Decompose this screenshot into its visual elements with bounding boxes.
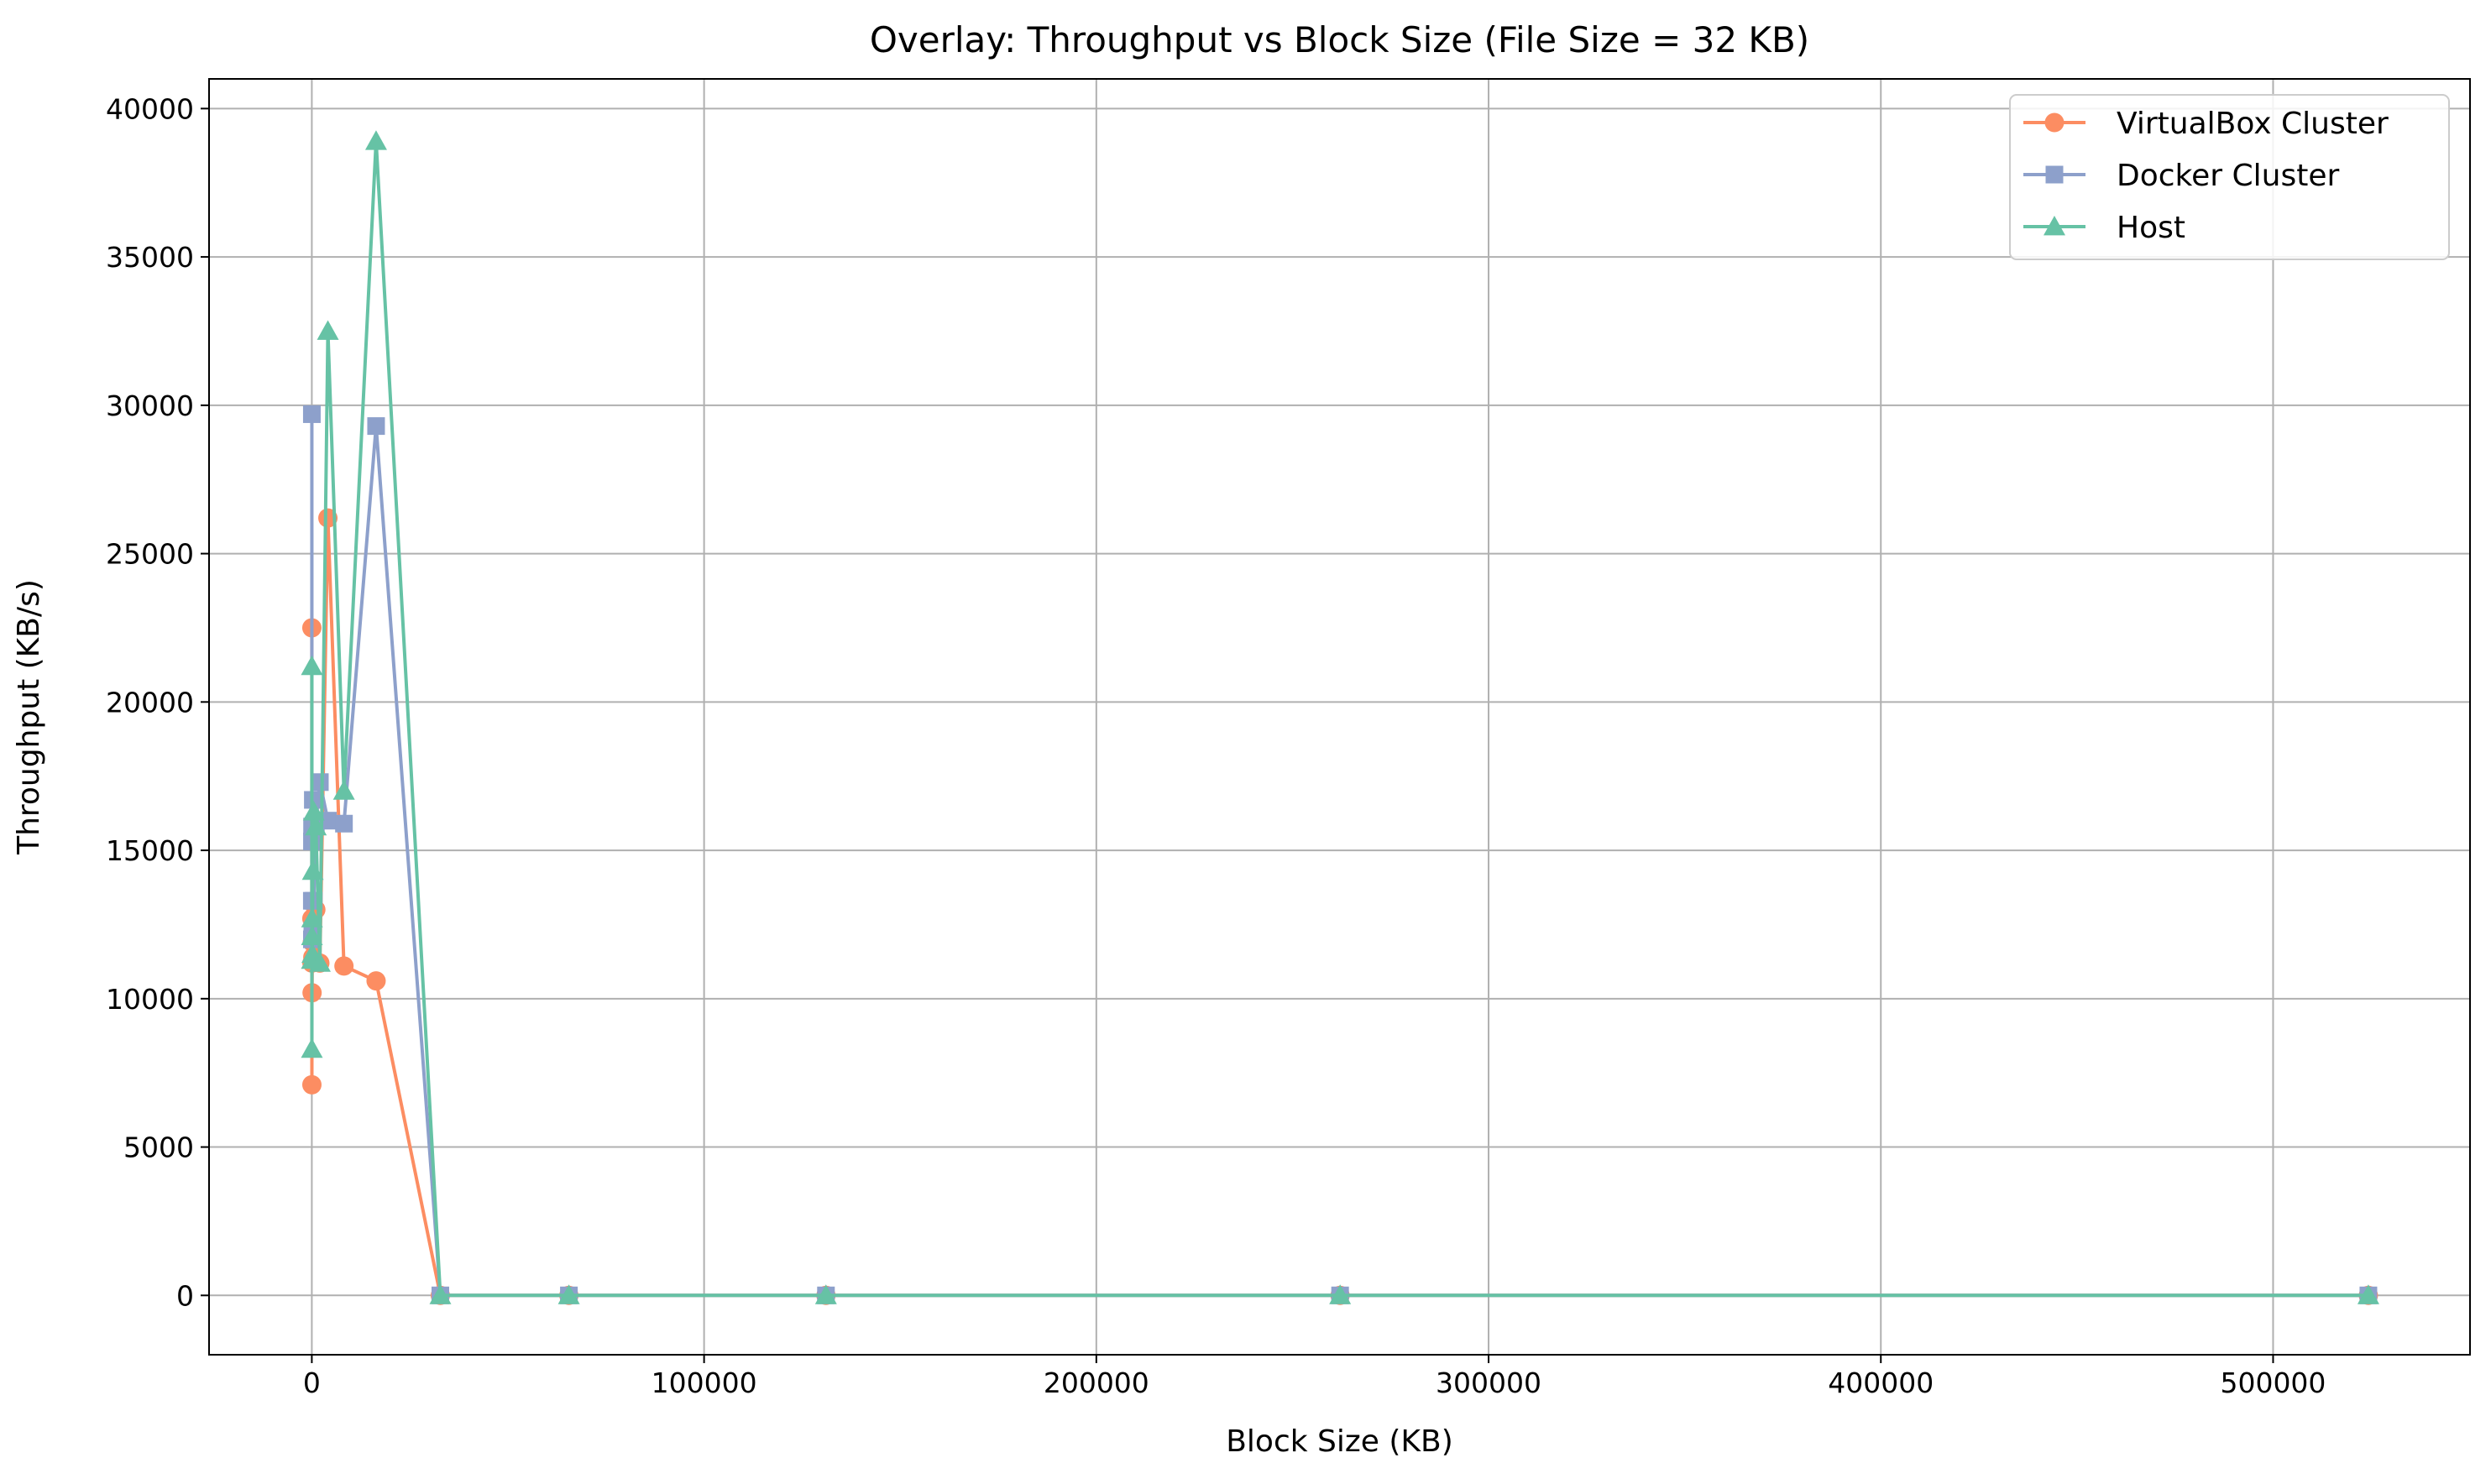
data-point-docker-cluster — [302, 405, 321, 423]
legend-marker — [2044, 216, 2065, 236]
data-point-host — [429, 1284, 452, 1304]
x-tick-label: 0 — [303, 1366, 321, 1399]
data-point-host — [305, 815, 327, 836]
y-tick-label: 35000 — [106, 241, 194, 274]
legend-entry-docker-cluster: Docker Cluster — [2023, 159, 2339, 193]
y-tick-label: 30000 — [106, 389, 194, 422]
chart-title: Overlay: Throughput vs Block Size (File … — [870, 19, 1809, 60]
legend: VirtualBox Cluster Docker Cluster Host — [2009, 94, 2450, 260]
legend-label: Host — [2117, 211, 2185, 245]
series-host — [301, 130, 2379, 1304]
data-point-host — [557, 1284, 580, 1304]
data-point-docker-cluster — [335, 814, 353, 833]
data-point-host — [302, 801, 325, 821]
data-point-virtualbox-cluster — [366, 971, 386, 991]
x-tick-label: 100000 — [652, 1366, 757, 1399]
y-axis-label: Throughput (KB/s) — [12, 579, 46, 855]
data-point-host — [364, 130, 387, 150]
legend-entry-virtualbox-cluster: VirtualBox Cluster — [2023, 107, 2389, 141]
data-point-host — [308, 952, 331, 972]
y-tick-label: 15000 — [106, 834, 194, 867]
y-tick-label: 10000 — [106, 983, 194, 1016]
grid — [209, 79, 2470, 1355]
data-point-host — [2357, 1284, 2379, 1304]
data-point-host — [1329, 1284, 1352, 1304]
x-axis-label: Block Size (KB) — [1226, 1424, 1453, 1459]
x-tick-label: 200000 — [1044, 1366, 1149, 1399]
y-tick-label: 20000 — [106, 686, 194, 718]
data-point-host — [301, 860, 324, 880]
legend-marker — [2045, 165, 2064, 184]
data-point-host — [301, 1037, 323, 1058]
ticks: 0 100000 200000 300000 400000 500000 0 5000 1000… — [106, 92, 2326, 1399]
data-point-docker-cluster — [319, 812, 338, 830]
y-tick-label: 40000 — [106, 92, 194, 125]
y-tick-label: 5000 — [123, 1131, 194, 1164]
data-point-docker-cluster — [367, 417, 385, 436]
data-point-host — [814, 1284, 837, 1304]
series-layer — [301, 130, 2379, 1305]
legend-box — [2009, 94, 2450, 260]
legend-entry-host: Host — [2023, 211, 2185, 245]
plot-frame — [208, 78, 2471, 1356]
data-point-virtualbox-cluster — [334, 956, 354, 976]
legend-marker — [2044, 112, 2064, 133]
data-point-host — [301, 907, 323, 928]
data-point-host — [317, 320, 339, 340]
data-point-host — [301, 925, 323, 945]
data-point-host — [301, 655, 323, 676]
y-tick-label: 25000 — [106, 538, 194, 571]
data-point-docker-cluster — [311, 773, 329, 792]
legend-label: VirtualBox Cluster — [2117, 107, 2389, 141]
data-point-host — [332, 780, 355, 800]
x-tick-label: 400000 — [1828, 1366, 1934, 1399]
x-tick-label: 500000 — [2220, 1366, 2326, 1399]
data-point-virtualbox-cluster — [301, 1074, 322, 1095]
x-tick-label: 300000 — [1436, 1366, 1541, 1399]
legend-label: Docker Cluster — [2117, 159, 2339, 193]
y-tick-label: 0 — [176, 1279, 194, 1312]
